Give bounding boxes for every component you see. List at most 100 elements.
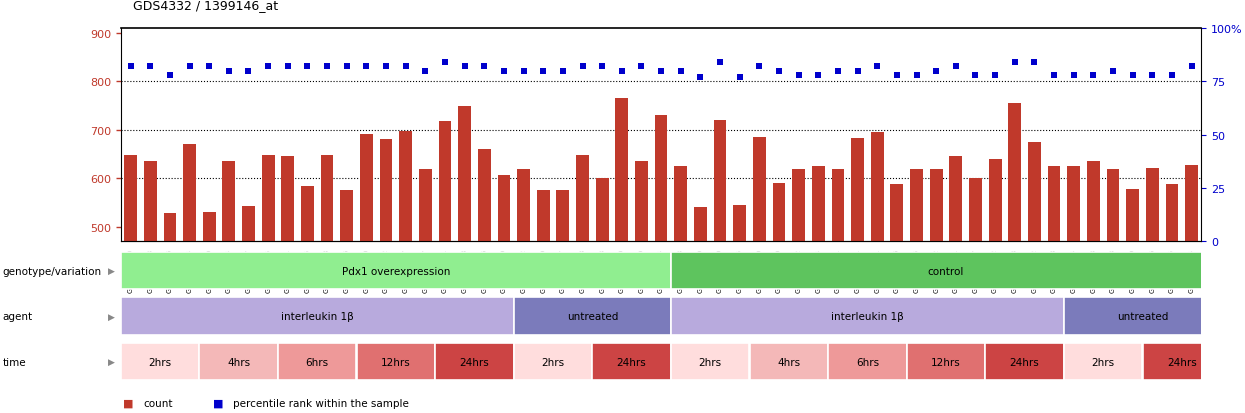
Bar — [655, 116, 667, 413]
Point — [1045, 72, 1064, 79]
Bar — [517, 170, 530, 413]
Text: time: time — [2, 357, 26, 367]
Point — [710, 59, 730, 66]
Bar — [870, 133, 884, 413]
Text: interleukin 1β: interleukin 1β — [281, 311, 354, 321]
Point — [966, 72, 986, 79]
Text: interleukin 1β: interleukin 1β — [830, 311, 904, 321]
Point — [926, 68, 946, 75]
Bar — [458, 107, 471, 413]
Bar — [693, 208, 707, 413]
Bar — [749, 343, 828, 380]
Bar — [576, 156, 589, 413]
Point — [416, 68, 436, 75]
Point — [1123, 72, 1143, 79]
Text: control: control — [928, 266, 964, 276]
Text: ■: ■ — [123, 398, 133, 408]
Bar — [380, 140, 392, 413]
Point — [691, 74, 711, 81]
Bar — [1048, 167, 1061, 413]
Point — [848, 68, 868, 75]
Text: untreated: untreated — [566, 311, 618, 321]
Bar — [340, 190, 354, 413]
Bar — [1008, 104, 1021, 413]
Point — [651, 68, 671, 75]
Text: agent: agent — [2, 311, 32, 321]
Point — [808, 72, 828, 79]
Bar — [671, 252, 1221, 290]
Point — [1025, 59, 1045, 66]
Bar — [418, 169, 432, 413]
Bar — [852, 139, 864, 413]
Bar — [930, 169, 942, 413]
Point — [828, 68, 848, 75]
Point — [336, 64, 356, 71]
Bar — [1064, 343, 1143, 380]
Bar — [671, 343, 749, 380]
Point — [199, 64, 219, 71]
Text: Pdx1 overexpression: Pdx1 overexpression — [341, 266, 449, 276]
Text: 6hrs: 6hrs — [306, 357, 329, 367]
Bar — [356, 343, 435, 380]
Point — [631, 64, 651, 71]
Text: 24hrs: 24hrs — [616, 357, 646, 367]
Bar — [121, 343, 199, 380]
Bar — [792, 169, 806, 413]
Point — [573, 64, 593, 71]
Bar — [124, 156, 137, 413]
Text: untreated: untreated — [1117, 311, 1168, 321]
Bar — [593, 343, 671, 380]
Point — [749, 64, 769, 71]
Point — [1143, 72, 1163, 79]
Bar — [1143, 343, 1221, 380]
Bar — [890, 185, 904, 413]
Bar — [615, 99, 629, 413]
Point — [1103, 68, 1123, 75]
Point — [396, 64, 416, 71]
Bar — [773, 184, 786, 413]
Point — [906, 72, 926, 79]
Text: 24hrs: 24hrs — [1167, 357, 1196, 367]
Bar — [985, 343, 1063, 380]
Point — [239, 68, 259, 75]
Bar — [537, 191, 549, 413]
Bar — [278, 343, 356, 380]
Bar — [514, 343, 593, 380]
Point — [1182, 64, 1201, 71]
Bar — [910, 169, 923, 413]
Point — [868, 64, 888, 71]
Bar — [1064, 298, 1221, 335]
Point — [454, 64, 474, 71]
Bar — [733, 205, 746, 413]
Bar — [989, 159, 1001, 413]
Point — [886, 72, 906, 79]
Bar — [223, 161, 235, 413]
Point — [278, 64, 298, 71]
Text: 4hrs: 4hrs — [227, 357, 250, 367]
Bar — [199, 343, 278, 380]
Point — [985, 72, 1005, 79]
Point — [611, 68, 631, 75]
Point — [1162, 72, 1182, 79]
Point — [1005, 59, 1025, 66]
Bar — [1028, 142, 1041, 413]
Bar — [969, 179, 982, 413]
Text: ▶: ▶ — [107, 266, 115, 275]
Text: 6hrs: 6hrs — [855, 357, 879, 367]
Point — [159, 72, 179, 79]
Text: 12hrs: 12hrs — [381, 357, 411, 367]
Bar — [675, 167, 687, 413]
Point — [788, 72, 808, 79]
Text: 24hrs: 24hrs — [459, 357, 489, 367]
Bar — [203, 213, 215, 413]
Text: ▶: ▶ — [107, 312, 115, 321]
Text: 24hrs: 24hrs — [1010, 357, 1040, 367]
Bar — [1067, 167, 1081, 413]
Bar — [400, 131, 412, 413]
Bar — [753, 138, 766, 413]
Text: 2hrs: 2hrs — [698, 357, 722, 367]
Bar — [242, 206, 255, 413]
Text: 2hrs: 2hrs — [1092, 357, 1114, 367]
Bar — [514, 298, 671, 335]
Bar — [671, 298, 1063, 335]
